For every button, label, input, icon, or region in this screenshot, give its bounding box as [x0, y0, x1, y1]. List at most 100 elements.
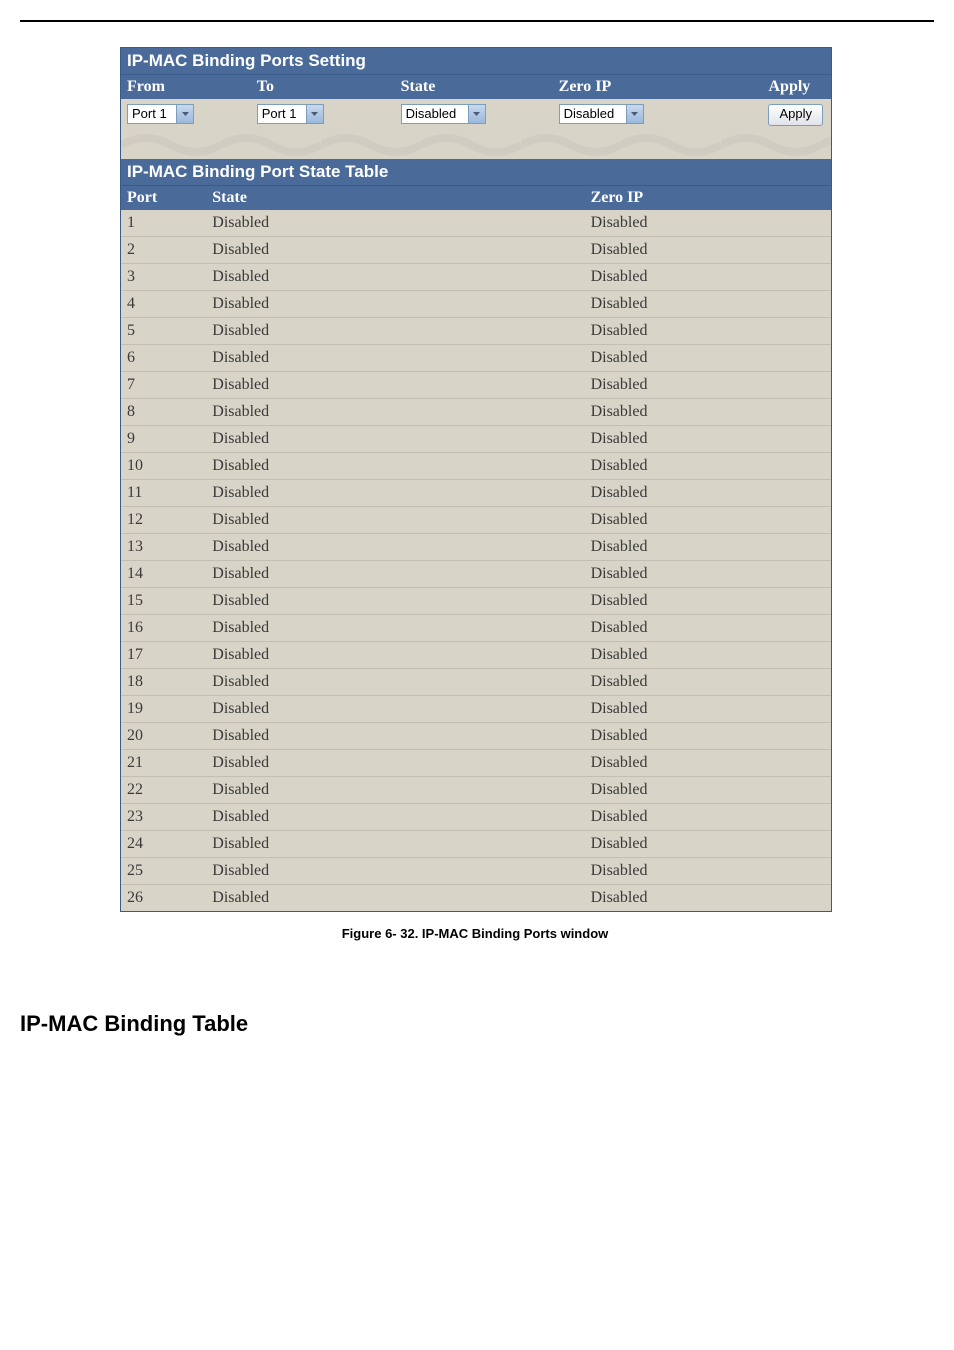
cell-state: Disabled: [206, 696, 584, 722]
cell-state: Disabled: [206, 885, 584, 911]
to-port-select[interactable]: Port 1: [257, 104, 324, 124]
cell-state: Disabled: [206, 669, 584, 695]
cell-port: 20: [121, 723, 206, 749]
col-header-apply: Apply: [762, 75, 831, 99]
cell-state: Disabled: [206, 534, 584, 560]
cell-port: 6: [121, 345, 206, 371]
state-table-header: Port State Zero IP: [121, 186, 831, 210]
chevron-down-icon: [468, 104, 486, 124]
cell-port: 7: [121, 372, 206, 398]
cell-zeroip: Disabled: [585, 426, 831, 452]
col-header-to: To: [251, 75, 395, 99]
state-col-state: State: [206, 186, 584, 210]
table-row: 22DisabledDisabled: [121, 777, 831, 804]
cell-port: 13: [121, 534, 206, 560]
cell-zeroip: Disabled: [585, 804, 831, 830]
cell-zeroip: Disabled: [585, 345, 831, 371]
cell-zeroip: Disabled: [585, 210, 831, 236]
cell-zeroip: Disabled: [585, 669, 831, 695]
table-row: 4DisabledDisabled: [121, 291, 831, 318]
table-row: 14DisabledDisabled: [121, 561, 831, 588]
cell-state: Disabled: [206, 345, 584, 371]
cell-port: 12: [121, 507, 206, 533]
panel-spacer: [121, 131, 831, 159]
cell-zeroip: Disabled: [585, 615, 831, 641]
cell-zeroip: Disabled: [585, 723, 831, 749]
cell-state: Disabled: [206, 777, 584, 803]
cell-state: Disabled: [206, 453, 584, 479]
col-header-state: State: [395, 75, 553, 99]
cell-port: 8: [121, 399, 206, 425]
table-row: 12DisabledDisabled: [121, 507, 831, 534]
cell-port: 18: [121, 669, 206, 695]
cell-zeroip: Disabled: [585, 291, 831, 317]
cell-state: Disabled: [206, 372, 584, 398]
cell-state: Disabled: [206, 264, 584, 290]
from-port-select[interactable]: Port 1: [127, 104, 194, 124]
cell-state: Disabled: [206, 561, 584, 587]
table-row: 5DisabledDisabled: [121, 318, 831, 345]
cell-state: Disabled: [206, 210, 584, 236]
zeroip-value: Disabled: [559, 104, 626, 124]
chevron-down-icon: [626, 104, 644, 124]
col-header-from: From: [121, 75, 251, 99]
cell-zeroip: Disabled: [585, 534, 831, 560]
cell-zeroip: Disabled: [585, 858, 831, 884]
cell-port: 1: [121, 210, 206, 236]
page-content: IP-MAC Binding Ports Setting From To Sta…: [0, 22, 954, 941]
table-row: 25DisabledDisabled: [121, 858, 831, 885]
cell-state: Disabled: [206, 804, 584, 830]
cell-port: 21: [121, 750, 206, 776]
chevron-down-icon: [176, 104, 194, 124]
cell-port: 23: [121, 804, 206, 830]
state-col-zeroip: Zero IP: [585, 186, 831, 210]
cell-port: 22: [121, 777, 206, 803]
table-row: 18DisabledDisabled: [121, 669, 831, 696]
cell-zeroip: Disabled: [585, 453, 831, 479]
cell-port: 3: [121, 264, 206, 290]
apply-button[interactable]: Apply: [768, 104, 823, 126]
state-table-title: IP-MAC Binding Port State Table: [121, 159, 831, 186]
cell-port: 26: [121, 885, 206, 911]
table-row: 6DisabledDisabled: [121, 345, 831, 372]
cell-state: Disabled: [206, 615, 584, 641]
table-row: 13DisabledDisabled: [121, 534, 831, 561]
cell-state: Disabled: [206, 426, 584, 452]
cell-port: 24: [121, 831, 206, 857]
cell-port: 14: [121, 561, 206, 587]
table-row: 2DisabledDisabled: [121, 237, 831, 264]
cell-port: 25: [121, 858, 206, 884]
cell-zeroip: Disabled: [585, 642, 831, 668]
cell-state: Disabled: [206, 858, 584, 884]
state-table-body: 1DisabledDisabled2DisabledDisabled3Disab…: [121, 210, 831, 911]
state-value: Disabled: [401, 104, 468, 124]
cell-state: Disabled: [206, 723, 584, 749]
cell-port: 2: [121, 237, 206, 263]
settings-columns-header: From To State Zero IP Apply: [121, 75, 831, 99]
cell-zeroip: Disabled: [585, 507, 831, 533]
settings-inputs-row: Port 1 Port 1 Disabled Disabled: [121, 99, 831, 131]
state-select[interactable]: Disabled: [401, 104, 486, 124]
table-row: 8DisabledDisabled: [121, 399, 831, 426]
table-row: 1DisabledDisabled: [121, 210, 831, 237]
cell-zeroip: Disabled: [585, 561, 831, 587]
cell-state: Disabled: [206, 831, 584, 857]
figure-caption: Figure 6- 32. IP-MAC Binding Ports windo…: [120, 926, 830, 941]
zeroip-select[interactable]: Disabled: [559, 104, 644, 124]
cell-zeroip: Disabled: [585, 480, 831, 506]
cell-zeroip: Disabled: [585, 588, 831, 614]
table-row: 10DisabledDisabled: [121, 453, 831, 480]
table-row: 15DisabledDisabled: [121, 588, 831, 615]
table-row: 16DisabledDisabled: [121, 615, 831, 642]
cell-zeroip: Disabled: [585, 264, 831, 290]
chevron-down-icon: [306, 104, 324, 124]
cell-zeroip: Disabled: [585, 696, 831, 722]
table-row: 3DisabledDisabled: [121, 264, 831, 291]
table-row: 17DisabledDisabled: [121, 642, 831, 669]
cell-port: 10: [121, 453, 206, 479]
col-header-zeroip: Zero IP: [553, 75, 763, 99]
table-row: 7DisabledDisabled: [121, 372, 831, 399]
cell-zeroip: Disabled: [585, 750, 831, 776]
cell-zeroip: Disabled: [585, 399, 831, 425]
cell-state: Disabled: [206, 318, 584, 344]
